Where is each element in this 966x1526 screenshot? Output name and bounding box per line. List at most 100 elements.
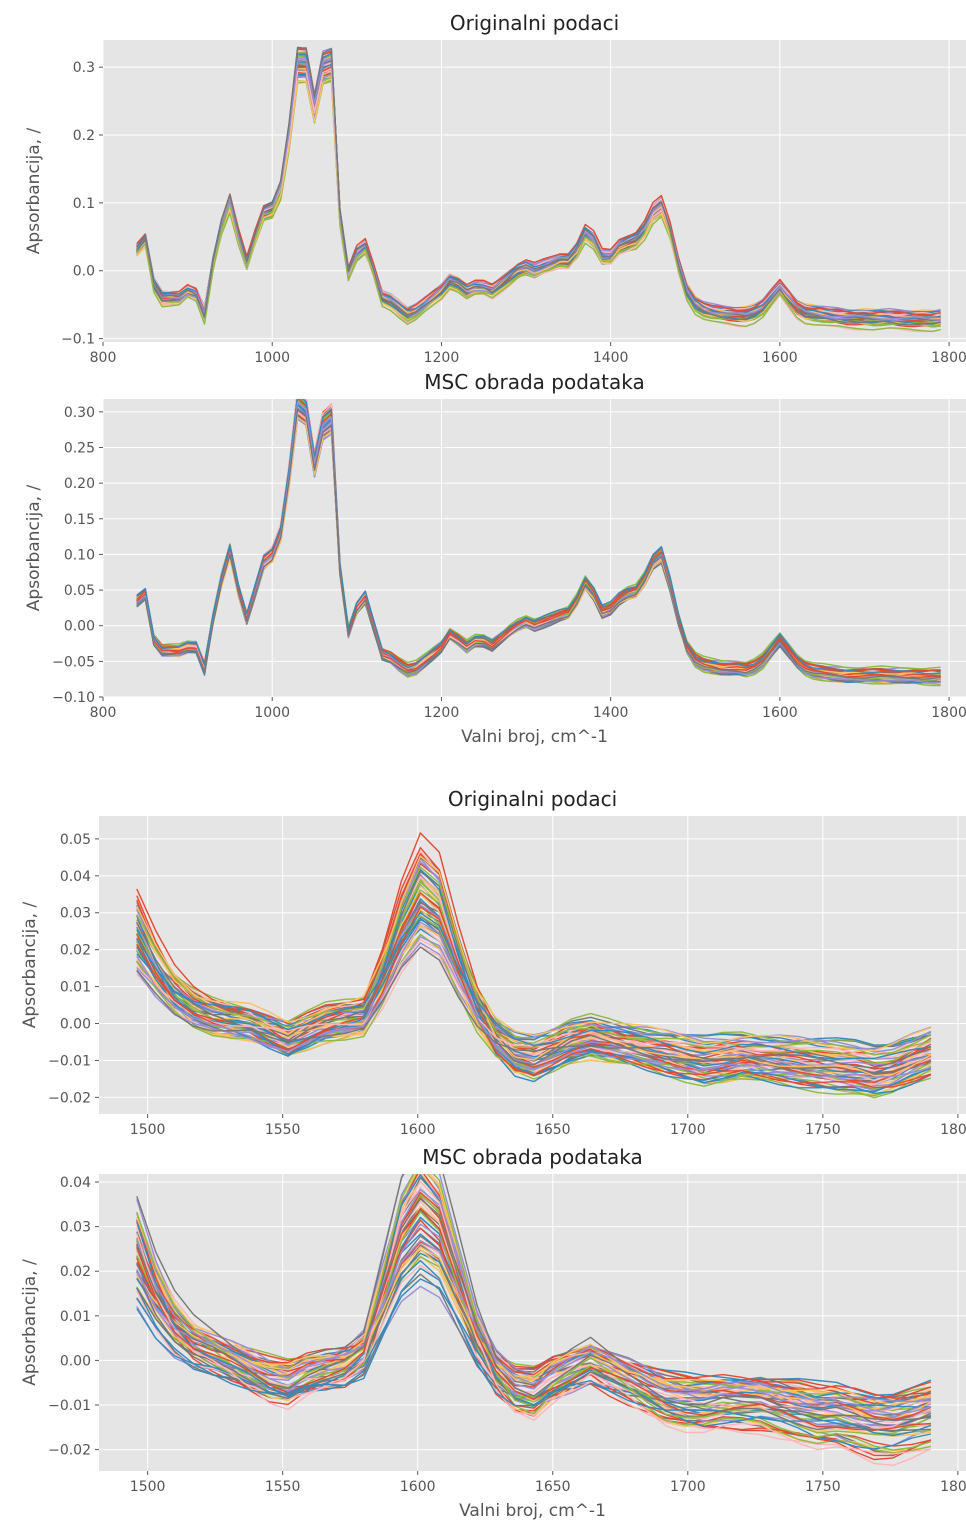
spectrum-series-53 [136,870,932,1075]
chart-title: Originalni podaci [448,787,617,811]
chart-panel-1: 800 1000 1200 1400 1600 1800 −0.1 0.0 0.1 0.2 0.3 O… [24,11,966,366]
y-axis-label: Apsorbancija, / [20,902,40,1029]
spectrum-series-47 [136,876,932,1052]
series-group [136,46,941,333]
spectrum-series-57 [136,399,941,679]
spectrum-series-58 [136,912,932,1060]
y-tick-label: 0.01 [60,1309,91,1325]
x-tick-label: 1800 [940,1479,966,1495]
y-tick-label: −0.1 [61,332,95,348]
y-tick-label: 0.01 [60,980,91,996]
spectrum-series-58 [136,399,941,675]
y-tick-label: 0.20 [64,476,95,492]
chart-title: MSC obrada podataka [424,370,644,394]
y-tick-label: 0.00 [60,1017,91,1033]
chart-title: Originalni podaci [450,11,619,35]
x-tick-label: 1550 [265,1122,301,1138]
y-tick-label: 0.2 [73,128,95,144]
x-tick-label: 1650 [535,1479,571,1495]
spectrum-series-6 [136,1243,932,1401]
spectrum-series-44 [136,917,932,1074]
y-tick-label: −0.02 [48,1090,91,1106]
spectrum-series-60 [136,408,941,680]
y-tick-label: 0.15 [64,512,95,528]
x-tick-label: 1650 [535,1122,571,1138]
chart-panel-2: 800 1000 1200 1400 1600 1800 −0.10 −0.05 0.00 0.0… [24,370,966,747]
y-tick-label: 0.02 [60,943,91,959]
y-tick-label: −0.01 [48,1053,91,1069]
y-tick-label: −0.10 [52,690,95,706]
y-tick-label: −0.05 [52,654,95,670]
y-axis-label: Apsorbancija, / [24,128,44,255]
x-tick-label: 1750 [805,1122,841,1138]
spectrum-series-58 [136,1267,932,1437]
y-tick-label: 0.1 [73,196,95,212]
y-tick-label: 0.03 [60,906,91,922]
y-tick-label: 0.00 [64,619,95,635]
y-tick-label: 0.05 [60,832,91,848]
spectrum-series-10 [136,900,932,1050]
spectrum-series-56 [136,68,941,316]
spectrum-series-59 [136,921,932,1078]
x-tick-label: 1400 [593,705,629,721]
y-tick-label: 0.25 [64,440,95,456]
y-tick-label: −0.02 [48,1443,91,1459]
chart-panel-4: 1500 1550 1600 1650 1700 1750 1800 −0.02 −0.01 0.… [20,1145,966,1521]
y-tick-label: −0.01 [48,1398,91,1414]
spectrum-series-51 [136,1174,932,1450]
x-axis-label: Valni broj, cm^-1 [461,727,608,747]
x-tick-label: 1700 [670,1122,706,1138]
y-tick-label: 0.04 [60,1175,91,1191]
series-group [136,399,941,687]
spectrum-series-59 [136,401,941,684]
x-tick-label: 1500 [130,1479,166,1495]
x-tick-label: 1200 [424,705,460,721]
x-tick-label: 1600 [400,1479,436,1495]
spectrum-series-50 [136,892,932,1077]
y-tick-label: 0.04 [60,869,91,885]
plot-area [103,399,966,697]
y-tick-label: 0.3 [73,60,95,76]
spectrum-series-54 [136,1246,932,1405]
x-tick-label: 1400 [593,350,629,366]
spectrum-series-47 [136,1174,932,1421]
x-tick-label: 1600 [762,705,798,721]
x-tick-label: 1600 [400,1122,436,1138]
x-tick-label: 1550 [265,1479,301,1495]
spectrum-series-60 [136,1198,931,1422]
y-tick-label: 0.0 [73,264,95,280]
y-tick-label: 0.02 [60,1264,91,1280]
x-tick-label: 800 [90,705,117,721]
spectrum-series-49 [136,1200,932,1429]
spectrum-series-57 [136,1208,931,1431]
spectrum-series-55 [136,51,941,333]
x-tick-label: 1500 [130,1122,166,1138]
spectrum-series-58 [136,52,941,320]
y-tick-label: 0.03 [60,1220,91,1236]
series-group [136,832,932,1099]
x-tick-label: 1750 [805,1479,841,1495]
chart-title: MSC obrada podataka [422,1145,642,1169]
spectrum-series-55 [136,866,932,1064]
plot-area [103,40,966,342]
spectrum-series-52 [136,936,932,1066]
spectrum-series-30 [136,869,932,1095]
y-axis-label: Apsorbancija, / [24,485,44,612]
chart-panel-3: 1500 1550 1600 1650 1700 1750 1800 −0.02 −0.01 0.… [20,787,966,1138]
spectrum-series-59 [136,1239,931,1403]
y-tick-label: 0.10 [64,547,95,563]
x-tick-label: 800 [90,350,117,366]
x-tick-label: 1800 [931,350,966,366]
spectrum-series-22 [136,1210,932,1405]
spectrum-series-38 [136,904,932,1053]
y-tick-label: 0.00 [60,1353,91,1369]
spectrum-series-60 [136,46,941,326]
x-axis-label: Valni broj, cm^-1 [459,1501,606,1521]
x-tick-label: 1600 [762,350,798,366]
spectrum-series-56 [136,1180,931,1455]
y-tick-label: 0.30 [64,405,95,421]
series-group [136,1174,932,1467]
x-tick-label: 1700 [670,1479,706,1495]
y-tick-label: 0.05 [64,583,95,599]
